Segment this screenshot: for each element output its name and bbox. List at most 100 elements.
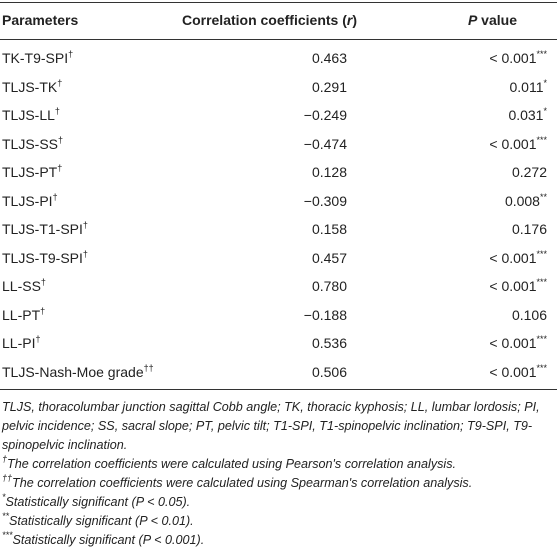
- parameter-cell: LL-PI†: [2, 334, 40, 352]
- correlation-cell: −0.474: [303, 135, 347, 152]
- header-segment: value: [477, 12, 517, 28]
- parameter-name: TLJS-T1-SPI: [2, 221, 83, 237]
- parameter-cell: TLJS-TK†: [2, 78, 62, 96]
- parameter-cell: TLJS-T1-SPI†: [2, 220, 88, 238]
- footnote: ††The correlation coefficients were calc…: [2, 474, 547, 493]
- p-value-sup: **: [539, 191, 547, 202]
- parameter-cell: TK-T9-SPI†: [2, 49, 73, 67]
- footnote: *Statistically significant (P < 0.05).: [2, 493, 547, 512]
- footnote-sup: ***: [2, 530, 13, 540]
- parameter-name: TLJS-TK: [2, 78, 58, 95]
- parameter-sup: †: [82, 220, 88, 230]
- parameter-sup: †: [57, 163, 63, 173]
- p-value-cell: < 0.001***: [489, 277, 547, 295]
- p-value: 0.176: [511, 221, 547, 237]
- bottom-rule: [0, 389, 557, 390]
- p-value-cell: < 0.001***: [489, 249, 547, 267]
- footnote-text: Statistically significant (P < 0.001).: [12, 533, 205, 547]
- footnote-sup: **: [2, 511, 10, 521]
- parameter-sup: †: [52, 191, 58, 202]
- p-value-cell: < 0.001***: [489, 135, 547, 153]
- parameter-name: LL-PI: [2, 335, 36, 351]
- p-value-sup: ***: [536, 362, 547, 373]
- parameter-sup: †: [35, 334, 41, 344]
- parameter-name: LL-SS: [2, 278, 41, 294]
- p-value: 0.272: [511, 164, 547, 180]
- parameter-sup: †: [58, 134, 64, 145]
- correlation-cell: 0.463: [311, 50, 347, 66]
- p-value: < 0.001: [489, 363, 537, 380]
- p-value-sup: ***: [536, 334, 547, 344]
- p-value-cell: 0.176: [512, 220, 547, 238]
- parameter-sup: †: [57, 77, 63, 88]
- parameter-sup: ††: [143, 362, 154, 373]
- p-value-sup: *: [543, 77, 547, 88]
- footnote: ***Statistically significant (P < 0.001)…: [2, 531, 547, 550]
- footnotes: TLJS, thoracolumbar junction sagittal Co…: [2, 398, 547, 550]
- header-segment: Correlation coefficients (: [181, 12, 347, 28]
- p-value-cell: 0.031*: [508, 106, 547, 124]
- p-value: < 0.001: [489, 135, 537, 152]
- p-value-sup: ***: [536, 277, 547, 287]
- correlation-cell: −0.309: [303, 192, 347, 209]
- p-value: 0.106: [511, 306, 547, 323]
- correlation-cell: 0.291: [311, 78, 347, 95]
- p-value-sup: *: [543, 106, 547, 116]
- parameter-cell: TLJS-SS†: [2, 135, 63, 153]
- header-segment: ): [352, 12, 357, 28]
- header-segment: P: [467, 12, 478, 28]
- parameter-name: TLJS-PI: [2, 192, 53, 209]
- parameter-sup: †: [40, 305, 46, 316]
- parameter-cell: TLJS-PI†: [2, 192, 58, 210]
- correlation-cell: 0.457: [311, 249, 347, 266]
- footnote-text: The correlation coefficients were calcul…: [12, 476, 473, 490]
- parameter-cell: TLJS-PT†: [2, 163, 62, 181]
- correlation-cell: 0.506: [311, 363, 347, 380]
- p-value-cell: < 0.001***: [489, 49, 547, 67]
- p-value: 0.011: [509, 78, 544, 95]
- p-value-cell: 0.106: [512, 306, 547, 324]
- p-value-cell: < 0.001***: [489, 334, 547, 352]
- p-value: < 0.001: [489, 50, 537, 66]
- parameter-sup: †: [68, 49, 74, 59]
- correlation-cell: 0.128: [311, 164, 347, 180]
- p-value: < 0.001: [489, 249, 537, 266]
- p-value: < 0.001: [489, 278, 537, 294]
- parameter-cell: TLJS-Nash-Moe grade††: [2, 363, 154, 381]
- parameter-name: LL-PT: [2, 306, 41, 323]
- p-value-sup: ***: [536, 49, 547, 59]
- footnote-text: Statistically significant (P < 0.01).: [9, 514, 194, 528]
- p-value-cell: < 0.001***: [489, 363, 547, 381]
- correlation-cell: −0.188: [303, 306, 347, 323]
- footnote-sup: ††: [2, 473, 13, 483]
- footnote-sup: *: [2, 492, 6, 502]
- p-value-sup: ***: [536, 248, 547, 259]
- footnote: †The correlation coefficients were calcu…: [2, 455, 547, 474]
- correlation-cell: 0.158: [311, 221, 347, 237]
- p-value: 0.031: [508, 107, 544, 123]
- parameter-cell: LL-PT†: [2, 306, 45, 324]
- parameter-name: TLJS-Nash-Moe grade: [2, 363, 144, 380]
- header-segment: r: [346, 12, 353, 28]
- parameter-name: TK-T9-SPI: [2, 50, 69, 66]
- footnote: **Statistically significant (P < 0.01).: [2, 512, 547, 531]
- footnote-text: TLJS, thoracolumbar junction sagittal Co…: [2, 400, 540, 452]
- p-value: < 0.001: [489, 335, 537, 351]
- footnote-text: Statistically significant (P < 0.05).: [5, 495, 191, 509]
- footnote: TLJS, thoracolumbar junction sagittal Co…: [2, 398, 547, 455]
- p-value-cell: 0.008**: [505, 192, 547, 210]
- correlation-cell: 0.536: [311, 335, 347, 351]
- footnote-text: The correlation coefficients were calcul…: [7, 457, 457, 471]
- top-rule: [0, 2, 557, 3]
- parameter-name: TLJS-T9-SPI: [2, 249, 83, 266]
- footnote-sup: †: [2, 454, 8, 464]
- header-p-value: P value: [468, 11, 517, 29]
- correlation-cell: 0.780: [311, 278, 347, 294]
- parameter-name: TLJS-SS: [2, 135, 59, 152]
- parameter-cell: TLJS-T9-SPI†: [2, 249, 88, 267]
- parameter-name: TLJS-LL: [2, 107, 55, 123]
- p-value-cell: 0.272: [512, 163, 547, 181]
- parameter-sup: †: [40, 277, 46, 287]
- header-rule: [0, 39, 557, 40]
